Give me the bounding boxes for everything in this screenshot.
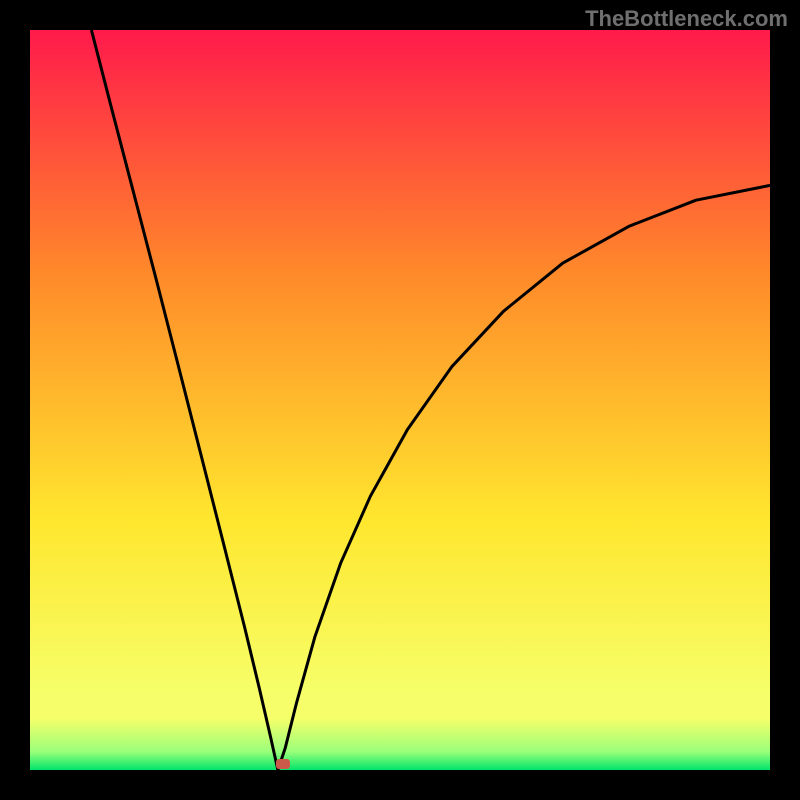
chart-plot-area <box>30 30 770 770</box>
vertex-marker <box>276 759 290 769</box>
bottleneck-curve <box>91 30 770 770</box>
watermark-text: TheBottleneck.com <box>585 6 788 32</box>
curve-svg <box>30 30 770 770</box>
